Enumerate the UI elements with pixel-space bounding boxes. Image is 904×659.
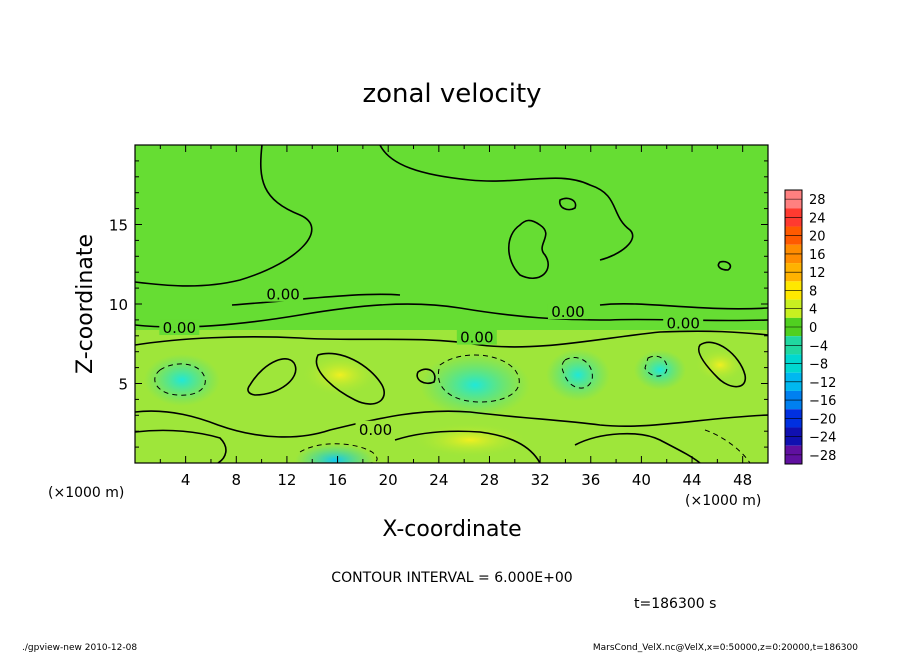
y-tick-label: 15 [109, 217, 128, 235]
contour-label: 0.00 [359, 421, 392, 439]
x-axis-title: X-coordinate [382, 517, 521, 542]
contour-label: 0.00 [460, 329, 493, 347]
y-axis: 5 10 15 [109, 160, 768, 448]
x-axis: 4 8 12 16 20 24 28 32 36 40 44 48 [159, 145, 752, 489]
x-tick-label: 20 [379, 471, 398, 489]
y-axis-title: Z-coordinate [73, 234, 98, 374]
contour-label-bg [663, 314, 704, 331]
x-tick-label: 48 [733, 471, 752, 489]
field-cyan-blob-2 [420, 353, 530, 417]
x-tick-label: 8 [232, 471, 242, 489]
contour-line [154, 363, 206, 396]
contour-line [247, 358, 297, 396]
colorbar-label: −20 [809, 412, 836, 427]
x-tick-label: 12 [277, 471, 296, 489]
colorbar-label: 8 [809, 284, 817, 299]
colorbar-label: −28 [809, 449, 836, 464]
field-cyan-blob-4 [634, 350, 686, 390]
contour-label: 0.00 [163, 319, 196, 337]
x-tick-label: 4 [181, 471, 191, 489]
contour-line [416, 368, 436, 385]
x-tick-label: 16 [328, 471, 347, 489]
contour-line [437, 354, 520, 403]
x-tick-label: 36 [581, 471, 600, 489]
contour-line [379, 145, 634, 261]
contour-line [315, 352, 385, 405]
contour-label-bg [159, 319, 200, 336]
footer-right: MarsCond_VelX.nc@VelX,x=0:50000,z=0:2000… [593, 643, 858, 653]
contour-line [135, 330, 768, 348]
x-unit-right: (×1000 m) [685, 493, 761, 509]
colorbar-label: −24 [809, 431, 836, 446]
colorbar-label: 24 [809, 211, 826, 226]
colorbar-label: −12 [809, 376, 836, 391]
colorbar-label: 20 [809, 230, 826, 245]
colorbar-label: 28 [809, 193, 826, 208]
colorbar-label: −4 [809, 339, 828, 354]
contour-line [704, 429, 751, 463]
contour-line [599, 303, 768, 310]
contour-line [135, 303, 768, 328]
colorbar: 28 24 20 16 12 8 4 0 −4 −8 −12 −16 −20 −24 −28 [784, 189, 836, 465]
contour-line [561, 357, 593, 389]
colorbar-label: 4 [809, 303, 817, 318]
field-yellow-blob-3 [694, 347, 746, 383]
contour-line [135, 145, 313, 287]
contour-label: 0.00 [666, 314, 699, 332]
contour-line [135, 429, 227, 463]
y-tick-label: 5 [118, 376, 128, 394]
contour-label-bg [355, 420, 396, 437]
contour-line [394, 430, 541, 463]
contour-line [558, 197, 577, 211]
contour-label: 0.00 [551, 303, 584, 321]
contour-label-bg [547, 303, 588, 320]
contour-line [644, 355, 668, 377]
x-tick-label: 32 [531, 471, 550, 489]
time-label: t=186300 s [634, 596, 716, 612]
colorbar-label: 0 [809, 321, 817, 336]
field-yellow-blob-2 [410, 422, 530, 458]
contour-line [135, 410, 768, 438]
colorbar-label: −16 [809, 394, 836, 409]
contour-line [574, 432, 701, 463]
colorbar-label: −8 [809, 358, 828, 373]
y-tick-label: 10 [109, 296, 128, 314]
contour-line [698, 341, 746, 388]
field-cyan-blob-1 [144, 354, 220, 406]
contour-line [299, 443, 378, 463]
contour-lines-negative [154, 354, 751, 463]
contour-line [508, 219, 549, 280]
colorbar-label: 12 [809, 266, 826, 281]
contour-line [717, 260, 732, 271]
contour-label: 0.00 [266, 286, 299, 304]
contour-lines [135, 145, 768, 463]
contour-label-bg [456, 328, 497, 345]
contour-interval: CONTOUR INTERVAL = 6.000E+00 [331, 570, 572, 586]
contour-labels: 0.00 0.00 0.00 0.00 0.00 0.00 [159, 285, 704, 439]
x-tick-label: 40 [632, 471, 651, 489]
x-tick-label: 44 [682, 471, 701, 489]
colorbar-label: 16 [809, 248, 826, 263]
heatmap-field [135, 145, 768, 463]
chart-title: zonal velocity [362, 79, 541, 109]
footer-left: ./gpview-new 2010-12-08 [22, 643, 137, 653]
x-unit-left: (×1000 m) [48, 485, 124, 501]
x-tick-label: 24 [429, 471, 448, 489]
field-cyan-blob-3 [546, 349, 610, 401]
x-tick-label: 28 [480, 471, 499, 489]
contour-line [231, 293, 401, 306]
field-blue-blob [295, 444, 375, 463]
contour-label-bg [263, 285, 304, 302]
